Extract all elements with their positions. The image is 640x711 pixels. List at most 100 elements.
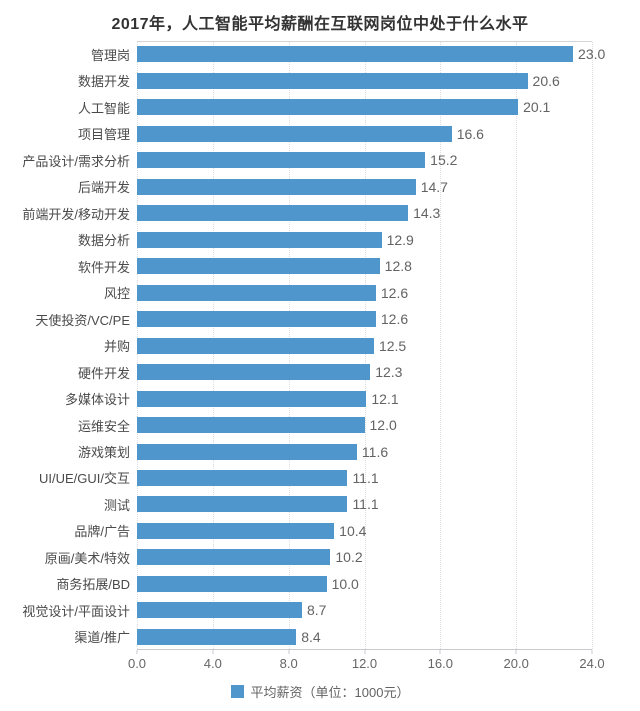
category-label: 项目管理 [77, 127, 130, 143]
gridline [592, 42, 593, 649]
value-label: 10.0 [331, 575, 359, 592]
bar-row: 产品设计/需求分析 15.2 [0, 147, 640, 173]
category-label: 软件开发 [77, 259, 130, 275]
bar [137, 628, 297, 645]
bar [137, 496, 348, 513]
bar-row: 管理岗 23.0 [0, 41, 640, 67]
bar-track: 12.0 [137, 412, 640, 438]
bar [137, 469, 348, 486]
category-label: 前端开发/移动开发 [22, 206, 130, 222]
bar-track: 20.6 [137, 67, 640, 93]
category-label: 天使投资/VC/PE [35, 312, 130, 328]
bar-row: 品牌/广告 10.4 [0, 518, 640, 544]
value-label: 8.4 [301, 628, 321, 645]
value-label: 12.0 [369, 417, 397, 434]
bar-row: UI/UE/GUI/交互 11.1 [0, 465, 640, 491]
value-label: 11.6 [361, 443, 389, 460]
x-tick-label: 8.0 [279, 656, 298, 671]
x-tick-label: 4.0 [203, 656, 222, 671]
bar [137, 231, 382, 248]
x-tick-label: 12.0 [351, 656, 378, 671]
bar [137, 337, 374, 354]
value-label: 15.2 [430, 152, 458, 169]
category-label: 运维安全 [77, 418, 130, 434]
value-label: 11.1 [352, 469, 379, 486]
category-label: 多媒体设计 [64, 392, 130, 408]
category-label: 管理岗 [90, 47, 130, 63]
bar [137, 311, 376, 328]
plot-area: 管理岗 23.0 数据开发 20.6 人工智能 20.1 项目管理 16.6 产品设计/需求分析… [0, 41, 640, 650]
category-label: 后端开发 [77, 180, 130, 196]
category-label: 品牌/广告 [74, 524, 130, 540]
x-tick-label: 24.0 [579, 656, 605, 671]
bar [137, 522, 335, 539]
category-label: UI/UE/GUI/交互 [38, 471, 130, 487]
bar-row: 人工智能 20.1 [0, 94, 640, 120]
bar-row: 前端开发/移动开发 14.3 [0, 200, 640, 226]
bar-row: 原画/美术/特效 10.2 [0, 544, 640, 570]
bar-row: 软件开发 12.8 [0, 253, 640, 279]
bar-track: 11.6 [137, 438, 640, 464]
category-label: 数据开发 [77, 74, 130, 90]
category-label: 人工智能 [77, 100, 130, 116]
bar-row: 渠道/推广 8.4 [0, 624, 640, 650]
axis-tick [364, 650, 365, 654]
bar [137, 364, 371, 381]
bar-row: 测试 11.1 [0, 491, 640, 517]
gridline [516, 42, 518, 649]
category-label: 渠道/推广 [74, 630, 130, 646]
bar [137, 72, 528, 89]
value-label: 12.1 [371, 390, 399, 407]
value-label: 12.6 [380, 311, 409, 328]
bar-track: 14.7 [137, 173, 640, 199]
category-label: 产品设计/需求分析 [22, 153, 130, 169]
bar [137, 46, 574, 63]
x-axis: 0.0 4.0 8.0 12.0 16.0 20.0 24.0 [128, 650, 605, 674]
value-label: 20.1 [523, 99, 551, 116]
bar-row: 运维安全 12.0 [0, 412, 640, 438]
bar [137, 205, 409, 222]
category-label: 视觉设计/平面设计 [22, 603, 130, 619]
value-label: 12.3 [375, 364, 403, 381]
value-label: 16.6 [456, 125, 484, 142]
bar [137, 152, 426, 169]
axis-tick [136, 650, 138, 654]
bar-row: 游戏策划 11.6 [0, 438, 640, 464]
x-tick-label: 20.0 [503, 656, 529, 671]
bar-track: 23.0 [137, 41, 640, 67]
bar [137, 178, 416, 195]
axis-tick [439, 650, 441, 654]
bar-row: 天使投资/VC/PE 12.6 [0, 306, 640, 332]
bar-track: 15.2 [137, 147, 640, 173]
value-label: 12.5 [378, 337, 407, 354]
value-label: 12.6 [380, 284, 409, 301]
value-label: 23.0 [578, 46, 606, 63]
bar-row: 数据开发 20.6 [0, 67, 640, 93]
bar [137, 125, 452, 142]
bar-track: 20.1 [137, 94, 640, 120]
value-label: 11.1 [352, 496, 379, 513]
bar-track: 10.2 [137, 544, 640, 570]
bar [137, 417, 365, 434]
bar-track: 12.6 [137, 306, 640, 332]
bar-row: 数据分析 12.9 [0, 226, 640, 252]
value-label: 12.8 [384, 258, 412, 275]
bar-track: 11.1 [137, 465, 640, 491]
axis-tick [515, 650, 517, 654]
bar-track: 14.3 [137, 200, 640, 226]
bar-track: 11.1 [137, 491, 640, 517]
value-label: 12.9 [386, 231, 414, 248]
legend: 平均薪资（单位：1000元） [0, 682, 640, 701]
value-label: 20.6 [532, 72, 560, 89]
legend-swatch-icon [230, 685, 244, 698]
bar-track: 12.8 [137, 253, 640, 279]
bar-track: 16.6 [137, 120, 640, 146]
bar-track: 12.1 [137, 385, 640, 411]
bar-track: 10.0 [137, 571, 640, 597]
category-label: 数据分析 [77, 233, 130, 249]
category-label: 商务拓展/BD [56, 577, 130, 593]
bar-row: 后端开发 14.7 [0, 173, 640, 199]
bar-track: 12.5 [137, 332, 640, 358]
x-tick-label: 16.0 [427, 656, 453, 671]
bar-row: 多媒体设计 12.1 [0, 385, 640, 411]
